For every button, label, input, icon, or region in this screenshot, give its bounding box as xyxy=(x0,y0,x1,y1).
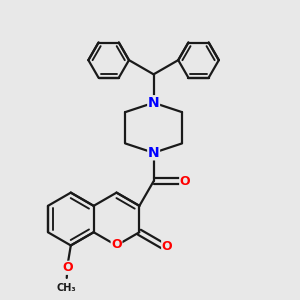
Text: O: O xyxy=(111,238,122,251)
Text: CH₃: CH₃ xyxy=(57,283,76,293)
Text: N: N xyxy=(148,146,159,160)
Text: O: O xyxy=(62,261,73,274)
Text: O: O xyxy=(180,175,190,188)
Text: N: N xyxy=(148,96,159,110)
Text: O: O xyxy=(162,240,172,253)
